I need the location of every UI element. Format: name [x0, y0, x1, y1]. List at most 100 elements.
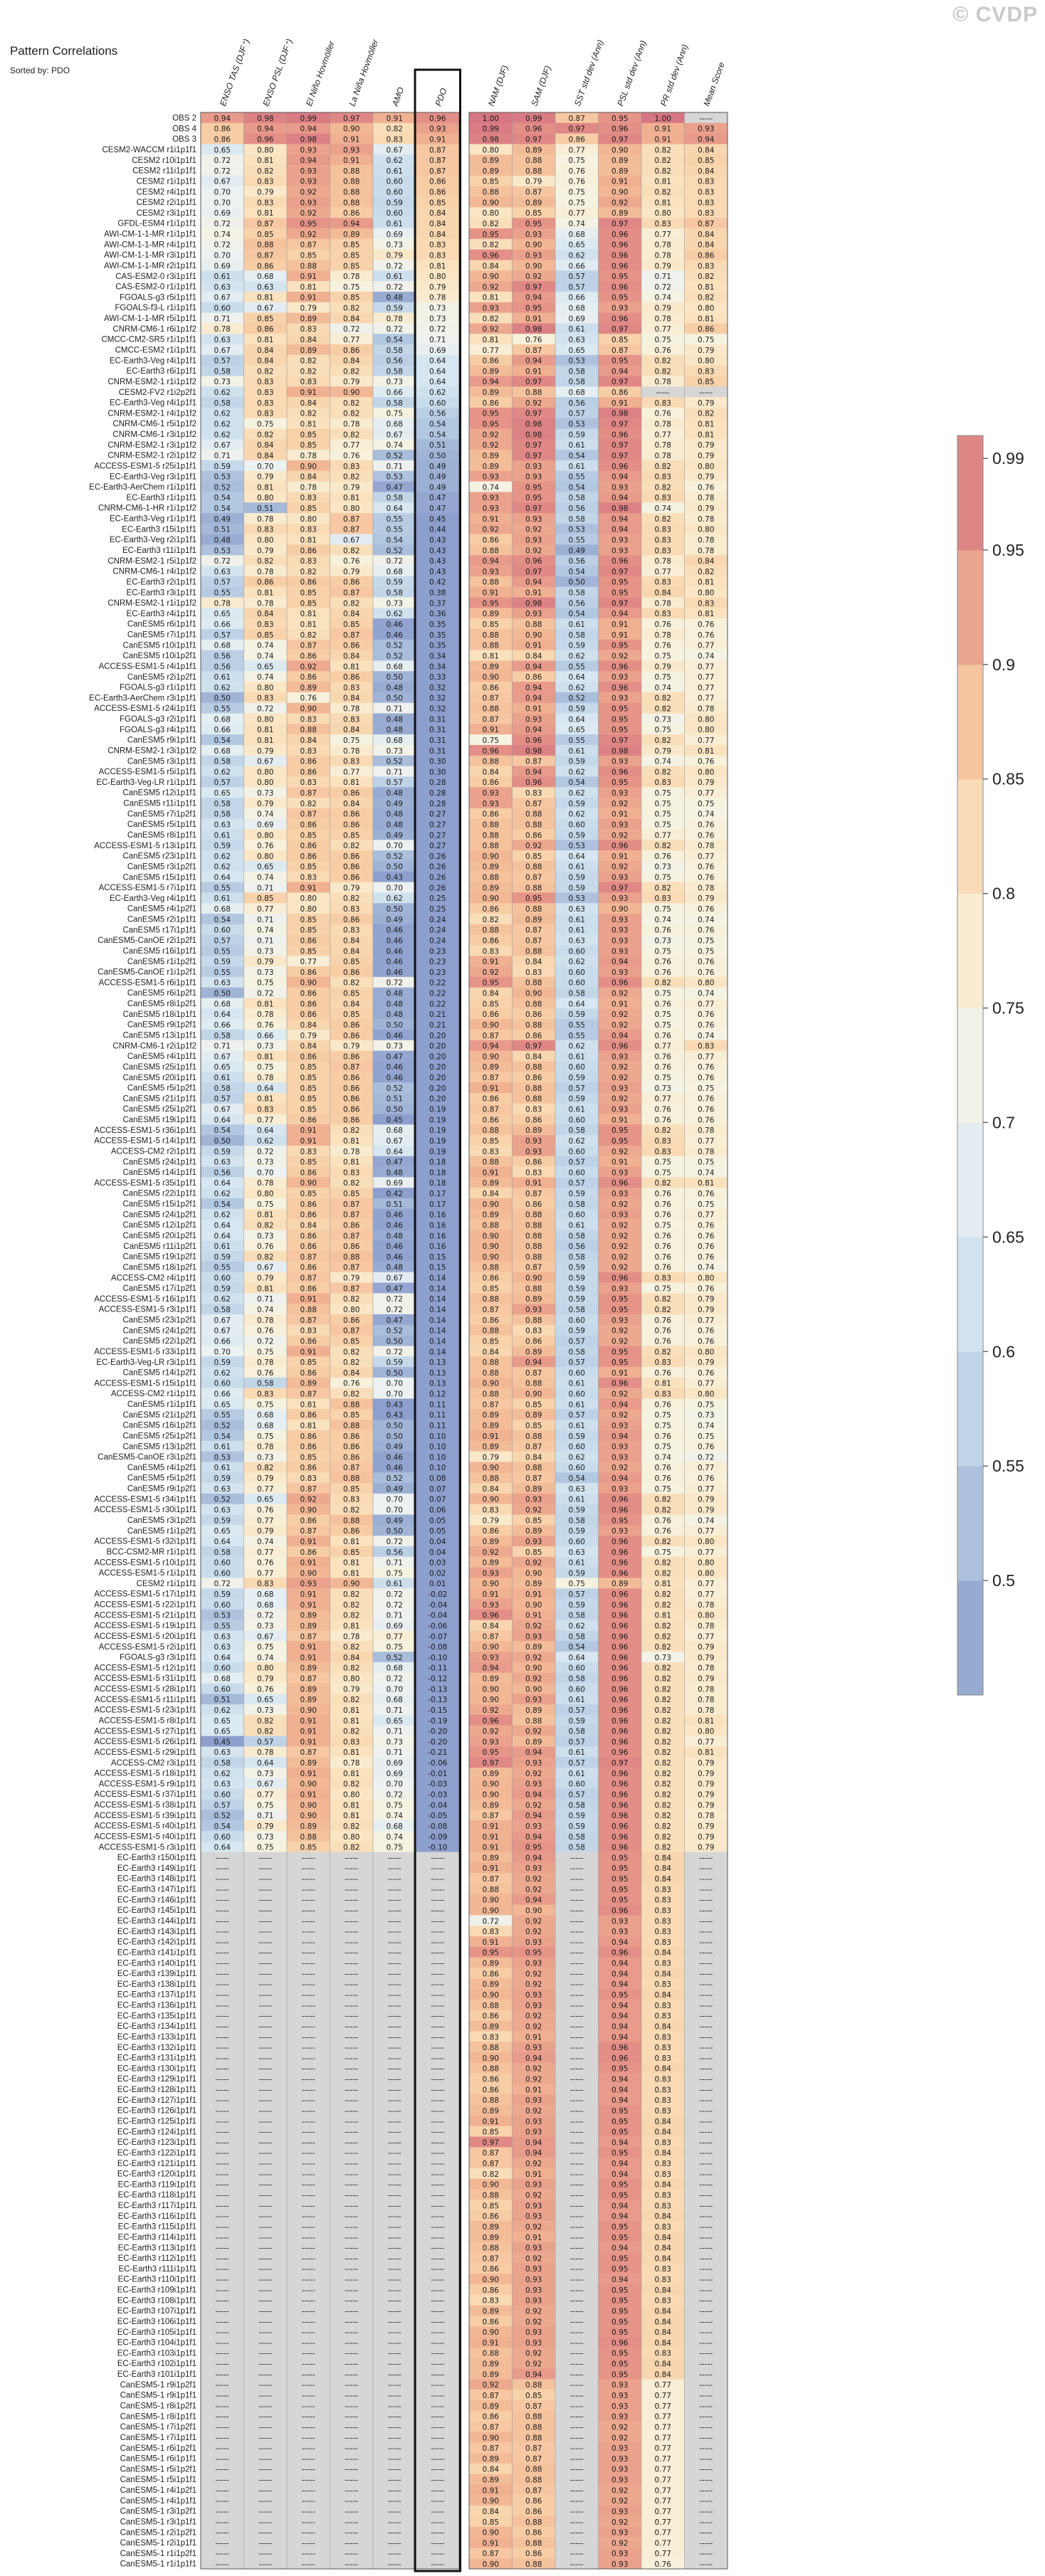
cell-value: 0.76 [655, 1264, 672, 1272]
cell-value: 0.99 [483, 125, 499, 134]
cell-value: 0.82 [655, 463, 671, 471]
heatmap-cell [243, 112, 287, 124]
cell-value: 0.84 [655, 1991, 672, 2000]
cell-value: 0.90 [483, 1496, 499, 1504]
heatmap-cell [416, 334, 459, 345]
cell-value: 0.83 [483, 1148, 499, 1156]
cell-value: 0.46 [387, 1242, 404, 1251]
cell-value: 0.93 [611, 483, 628, 492]
heatmap-cell [684, 281, 728, 292]
cell-value: 0.72 [214, 557, 231, 566]
cell-value: 0.90 [300, 1812, 317, 1820]
heatmap-cell [201, 376, 244, 387]
heatmap-cell [469, 334, 513, 345]
cell-value: 0.92 [611, 1010, 628, 1019]
cell-value: 0.86 [300, 1432, 317, 1441]
row-label: ACCESS-ESM1-5 r14i1p1f1 [94, 1137, 196, 1146]
row-label: CNRM-ESM2-1 r4i1p1f2 [107, 409, 196, 418]
cell-value: 0.93 [525, 473, 542, 482]
cell-value: 0.59 [214, 463, 231, 471]
cell-value: 0.79 [698, 778, 714, 787]
heatmap-cell [598, 260, 641, 271]
cell-value: 0.79 [698, 1506, 714, 1514]
cell-value: 0.73 [257, 1706, 273, 1715]
cell-value: 0.85 [429, 199, 446, 207]
cell-value: 0.96 [611, 251, 629, 260]
column-header: ENSO TAS (DJF⁺) [218, 38, 251, 107]
cell-value: 0.62 [569, 1453, 585, 1462]
cell-value: 0.88 [483, 1369, 499, 1378]
cell-value: 0.85 [343, 1411, 359, 1420]
cell-value: ----- [216, 2022, 229, 2031]
cell-value: 0.80 [698, 1728, 714, 1736]
row-label: EC-Earth3 r121i1p1f1 [117, 2160, 196, 2168]
cell-value: 0.89 [483, 1179, 499, 1188]
cell-value: 0.93 [611, 758, 628, 766]
heatmap-cell [330, 207, 373, 218]
cell-value: 0.49 [387, 1443, 403, 1452]
heatmap-cell [555, 302, 599, 313]
cell-value: 0.60 [569, 968, 585, 977]
heatmap-cell [243, 460, 287, 472]
cell-value: ----- [431, 2128, 444, 2137]
cell-value: 0.77 [655, 431, 671, 439]
cell-value: ----- [699, 1854, 713, 1862]
cell-value: 0.77 [698, 737, 714, 745]
row-label: EC-Earth3 r136i1p1f1 [117, 2002, 196, 2010]
cell-value: 0.78 [698, 1148, 714, 1156]
cell-value: ----- [699, 1928, 713, 1936]
heatmap-cell [373, 133, 416, 144]
cell-value: 0.89 [525, 1738, 542, 1746]
cell-value: 0.89 [525, 1348, 542, 1356]
cell-value: ----- [258, 1896, 272, 1905]
cell-value: 0.86 [300, 820, 317, 829]
cell-value: 0.94 [525, 2054, 542, 2063]
cell-value: 0.91 [300, 1126, 317, 1135]
heatmap-cell [373, 312, 416, 324]
cell-value: 0.85 [343, 241, 359, 250]
cell-value: 0.81 [257, 1052, 273, 1061]
cell-value: 0.68 [569, 389, 585, 397]
cell-value: ----- [431, 1864, 444, 1873]
cell-value: 0.71 [214, 1042, 231, 1051]
heatmap-cell [287, 207, 330, 218]
cell-value: 0.68 [387, 1696, 403, 1704]
cell-value: ----- [570, 1938, 584, 1947]
cell-value: 0.89 [525, 146, 542, 154]
cell-value: 0.85 [525, 1422, 542, 1430]
row-label: ACCESS-ESM1-5 r16i1p1f1 [94, 1295, 196, 1304]
cell-value: 0.84 [655, 1875, 672, 1884]
heatmap-cell [416, 122, 459, 134]
column-header: Mean Score [701, 60, 726, 107]
cell-value: 0.89 [300, 1380, 317, 1388]
cell-value: 0.73 [387, 378, 403, 386]
cell-value: 0.86 [300, 673, 317, 682]
heatmap-cell [287, 302, 330, 313]
row-label: CanESM5 r23i1p2f1 [122, 1316, 196, 1325]
cell-value: ----- [388, 2118, 401, 2126]
cell-value: 0.63 [569, 1548, 585, 1557]
cell-value: 0.46 [387, 1032, 404, 1040]
cell-value: 0.78 [698, 515, 714, 524]
row-label: GFDL-ESM4 r1i1p1f1 [117, 220, 196, 228]
row-label: EC-Earth3 r149i1p1f1 [117, 1864, 196, 1873]
heatmap-cell [598, 334, 641, 345]
cell-value: ----- [570, 1864, 584, 1873]
cell-value: 0.68 [387, 421, 403, 429]
heatmap-cell [330, 112, 373, 124]
cell-value: 0.87 [483, 1106, 499, 1114]
cell-value: 0.75 [343, 283, 359, 292]
cell-value: 0.62 [214, 852, 231, 861]
cell-value: 0.71 [387, 768, 403, 776]
cell-value: 0.90 [611, 189, 628, 197]
cell-value: 0.75 [655, 1074, 671, 1082]
cell-value: 0.81 [343, 663, 359, 671]
cell-value: ----- [216, 2012, 229, 2021]
cell-value: 0.71 [429, 336, 446, 344]
cell-value: 0.61 [569, 1221, 585, 1230]
cell-value: ----- [216, 2212, 229, 2221]
cell-value: 0.60 [569, 1316, 585, 1325]
heatmap-cell [243, 165, 287, 176]
cell-value: 0.88 [483, 1886, 499, 1894]
cell-value: 0.71 [387, 1728, 403, 1736]
